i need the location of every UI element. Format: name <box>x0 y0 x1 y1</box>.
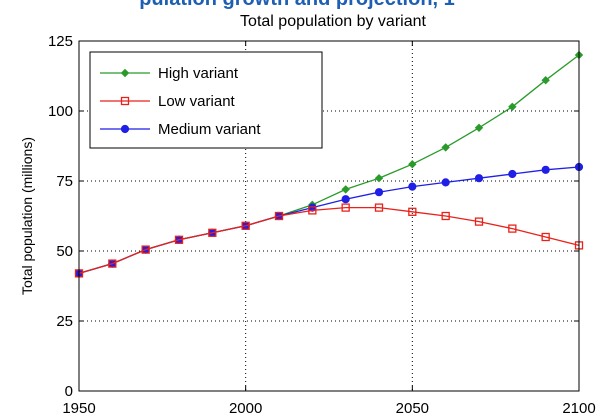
legend-label: Medium variant <box>158 121 261 138</box>
low-variant-line <box>78 206 580 275</box>
medium-variant-point <box>441 178 450 187</box>
legend-label: Low variant <box>158 93 236 110</box>
legend-item-high-variant: High variant <box>100 65 239 82</box>
low-variant-point <box>241 221 250 230</box>
x-tick-label: 2000 <box>229 400 262 417</box>
x-tick-label: 1950 <box>62 400 95 417</box>
low-variant-point <box>108 259 117 268</box>
legend-item-medium-variant: Medium variant <box>100 121 261 138</box>
low-variant-point <box>474 217 484 226</box>
legend-label: High variant <box>158 65 239 82</box>
low-variant-point <box>541 232 550 242</box>
legend-marker-swatch <box>120 124 130 134</box>
x-tick-label: 2050 <box>396 400 429 417</box>
low-variant-point <box>341 203 350 212</box>
y-tick-label: 125 <box>48 33 73 50</box>
legend-marker-swatch <box>120 68 130 78</box>
low-variant-series <box>74 203 584 278</box>
x-tick-label: 2100 <box>562 400 595 417</box>
low-variant-point <box>308 206 317 215</box>
high-variant-point <box>341 185 350 194</box>
axis-ticks: 1950 2000 2050 2100 0 25 50 75 100 125 <box>48 33 596 417</box>
y-tick-label: 0 <box>65 383 73 400</box>
low-variant-point <box>508 224 517 233</box>
low-variant-point <box>174 235 184 244</box>
y-tick-label: 25 <box>56 313 73 330</box>
series-layer <box>74 50 584 278</box>
medium-variant-point <box>474 174 484 183</box>
high-variant-point <box>508 102 517 112</box>
legend-item-low-variant: Low variant <box>100 93 236 110</box>
medium-variant-point <box>374 188 384 197</box>
legend-marker-swatch <box>120 96 130 106</box>
legend-items: High variant Low variant Medium variant <box>100 65 261 138</box>
high-variant-point <box>408 159 417 169</box>
medium-variant-point <box>341 195 350 204</box>
cut-off-heading: pulation growth and projection, 1 <box>62 0 532 11</box>
medium-variant-point <box>408 182 417 191</box>
medium-variant-point <box>541 165 550 174</box>
low-variant-point <box>408 207 417 216</box>
low-variant-point <box>441 211 450 221</box>
low-variant-point <box>374 203 384 212</box>
low-variant-point <box>274 211 284 221</box>
high-variant-point <box>441 143 450 152</box>
high-variant-point <box>541 75 550 85</box>
high-variant-point <box>374 173 384 183</box>
high-variant-point <box>474 123 484 133</box>
y-axis-label: Total population (millions) <box>19 137 35 295</box>
low-variant-point <box>208 228 217 237</box>
y-tick-label: 75 <box>56 173 73 190</box>
y-tick-label: 50 <box>56 243 73 260</box>
plot-frame <box>78 40 580 392</box>
low-variant-point <box>141 245 150 254</box>
legend: High variant Low variant Medium variant <box>89 51 323 149</box>
medium-variant-point <box>508 169 517 179</box>
grid <box>79 41 579 391</box>
y-tick-label: 100 <box>48 103 73 120</box>
chart-title: Total population by variant <box>240 13 426 30</box>
